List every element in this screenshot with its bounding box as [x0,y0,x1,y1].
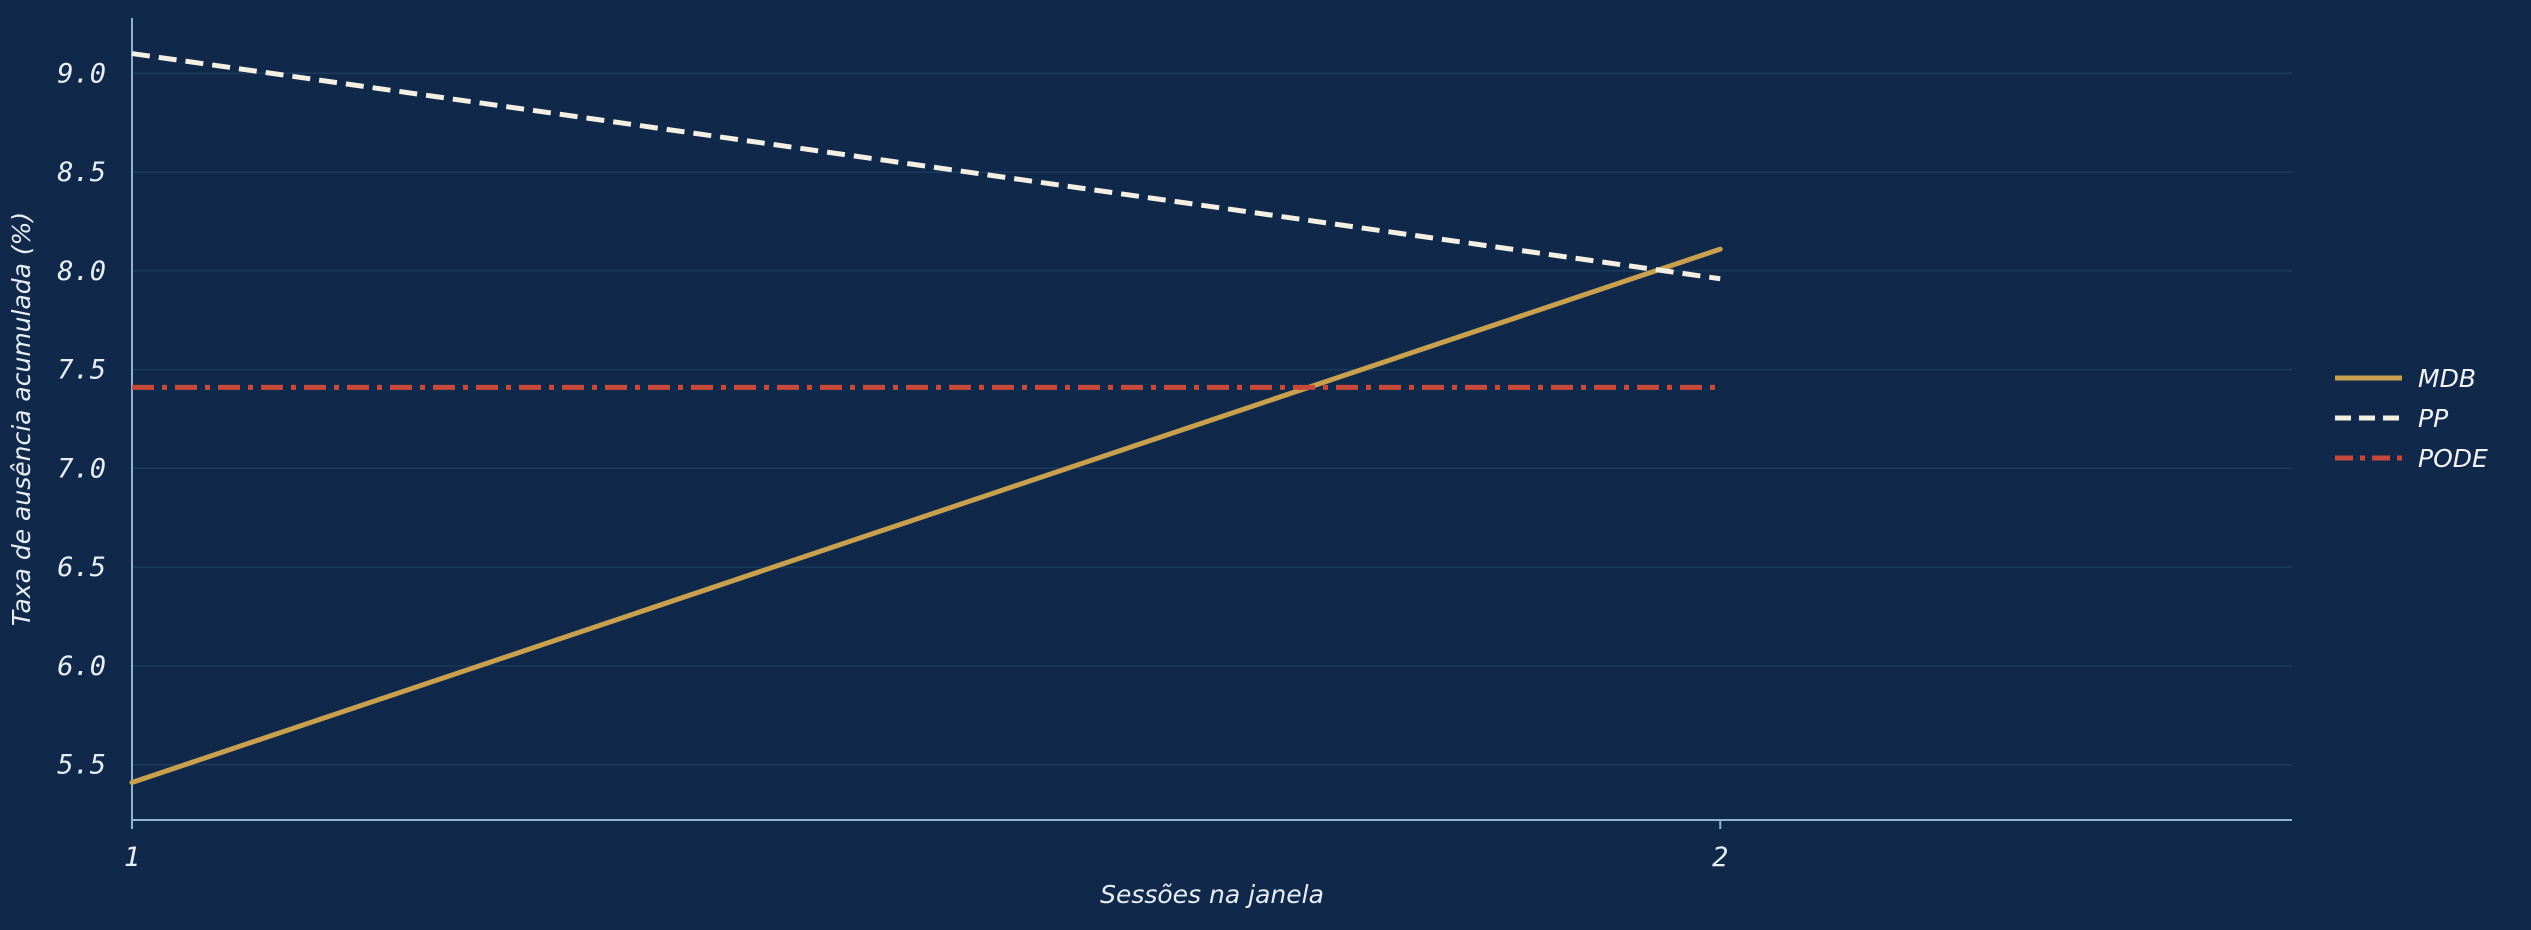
legend: MDB PP PODE [2335,364,2488,473]
y-axis-title: Taxa de ausência acumulada (%) [7,212,36,626]
x-tick-label: 2 [1712,842,1728,873]
series-lines [129,51,1723,785]
x-tick-label: 1 [124,842,140,873]
gridlines [132,72,2292,766]
y-tick-label: 5.5 [57,750,106,781]
y-axis-ticks: 5.5 6.0 6.5 7.0 7.5 8.0 8.5 9.0 [57,58,106,780]
y-tick-label: 8.0 [57,256,106,287]
legend-label-mdb: MDB [2418,364,2476,393]
series-line-pp [131,51,1721,282]
y-tick-label: 8.5 [57,157,106,188]
y-tick-label: 7.5 [57,355,106,386]
legend-label-pode: PODE [2418,444,2488,473]
y-tick-label: 7.0 [57,453,106,484]
y-tick-label: 6.5 [57,552,106,583]
y-tick-label: 6.0 [57,651,106,682]
y-tick-label: 9.0 [57,58,106,89]
legend-label-pp: PP [2418,404,2449,433]
series-line-mdb [129,246,1723,785]
x-axis-title: Sessões na janela [1100,880,1324,909]
